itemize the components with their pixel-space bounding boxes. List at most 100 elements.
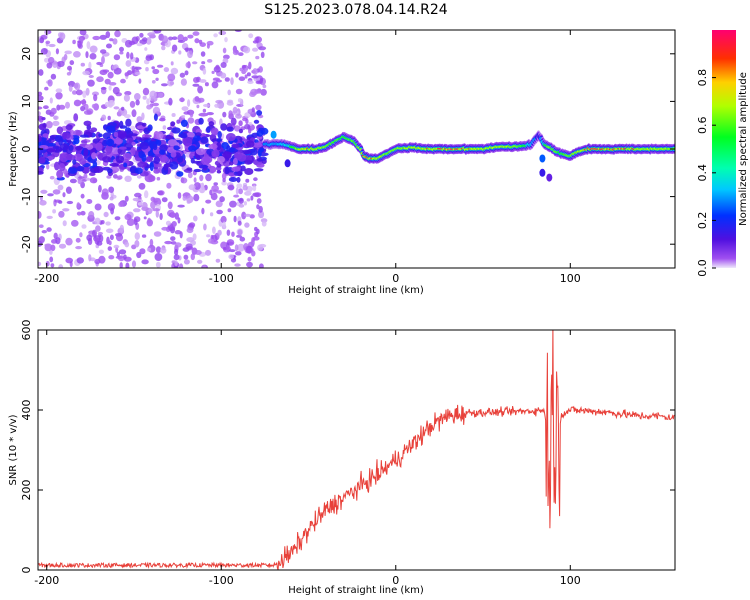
noise-blob — [126, 218, 135, 227]
noise-blob — [247, 80, 254, 85]
noise-blob — [117, 175, 123, 180]
noise-blob — [161, 45, 166, 51]
noise-blob — [214, 103, 220, 108]
noise-blob — [246, 261, 253, 268]
spectrogram-xtick-label: -100 — [209, 272, 234, 285]
core-blob — [125, 118, 132, 127]
noise-blob — [50, 107, 57, 115]
noise-blob — [192, 31, 200, 36]
noise-blob — [86, 41, 91, 50]
noise-blob — [55, 237, 61, 245]
noise-blob — [101, 114, 107, 121]
noise-blob — [232, 106, 238, 114]
core-blob — [105, 144, 113, 154]
noise-blob — [123, 256, 132, 262]
noise-blob — [130, 52, 134, 60]
noise-blob — [224, 37, 228, 43]
core-blob — [65, 124, 73, 131]
noise-blob — [38, 95, 44, 101]
noise-blob — [187, 117, 195, 124]
spectrogram-ytick-label: 20 — [20, 47, 33, 61]
core-blob — [43, 152, 48, 159]
noise-blob — [174, 260, 178, 267]
core-blob — [153, 143, 158, 151]
noise-blob — [93, 94, 98, 102]
noise-blob — [136, 116, 143, 123]
noise-blob — [50, 73, 57, 80]
core-blob — [191, 151, 195, 155]
noise-blob — [44, 57, 50, 63]
core-blob — [83, 148, 89, 156]
noise-blob — [49, 175, 55, 180]
noise-blob — [80, 62, 86, 67]
noise-blob — [186, 227, 194, 234]
noise-blob — [62, 192, 66, 198]
noise-blob — [222, 247, 227, 251]
snr-ytick-label: 400 — [20, 400, 33, 421]
noise-blob — [244, 123, 251, 130]
noise-blob — [86, 199, 93, 204]
core-blob — [207, 165, 217, 174]
core-blob — [54, 161, 60, 171]
noise-blob — [100, 86, 107, 90]
core-blob — [186, 132, 195, 138]
noise-blob — [89, 45, 98, 53]
noise-blob — [118, 249, 127, 255]
noise-blob — [86, 234, 93, 242]
noise-blob — [134, 93, 141, 101]
noise-blob — [75, 246, 82, 250]
noise-blob — [54, 199, 62, 203]
noise-blob — [202, 68, 207, 75]
noise-blob — [44, 243, 52, 247]
core-blob — [238, 128, 243, 134]
core-blob — [206, 126, 211, 133]
noise-blob — [174, 248, 179, 256]
noise-blob — [173, 254, 180, 261]
noise-blob — [244, 74, 248, 79]
noise-blob — [248, 33, 254, 39]
noise-blob — [136, 251, 142, 259]
noise-blob — [134, 66, 142, 70]
noise-blob — [119, 46, 124, 52]
noise-blob — [187, 34, 194, 39]
noise-blob — [109, 234, 114, 241]
noise-blob — [233, 215, 237, 223]
core-blob — [95, 142, 103, 151]
noise-blob — [106, 43, 112, 49]
spectrogram-ytick-label: 10 — [20, 94, 33, 108]
noise-blob — [235, 251, 242, 256]
noise-blob — [219, 196, 225, 203]
noise-blob — [105, 221, 111, 226]
core-blob — [46, 148, 56, 153]
core-blob — [153, 156, 161, 165]
colorbar-label: Normalized spectral amplitude — [738, 72, 749, 226]
noise-blob — [46, 62, 53, 69]
noise-blob — [242, 185, 248, 191]
noise-blob — [108, 240, 112, 246]
noise-blob — [79, 232, 83, 238]
core-blob — [134, 167, 143, 174]
noise-blob — [233, 125, 241, 132]
core-blob — [88, 172, 96, 176]
noise-blob — [228, 249, 236, 253]
noise-blob — [147, 217, 152, 224]
noise-blob — [182, 195, 187, 201]
noise-blob — [260, 51, 265, 58]
noise-blob — [156, 176, 161, 181]
noise-blob — [221, 181, 227, 186]
noise-blob — [179, 263, 184, 268]
core-blob — [167, 139, 177, 147]
core-blob — [137, 161, 148, 168]
noise-blob — [152, 102, 160, 107]
noise-blob — [107, 115, 111, 121]
noise-blob — [59, 32, 66, 41]
noise-blob — [80, 210, 86, 216]
noise-blob — [126, 51, 130, 59]
noise-blob — [107, 203, 115, 211]
noise-blob — [211, 185, 220, 192]
noise-blob — [48, 43, 56, 48]
noise-blob — [143, 216, 147, 220]
noise-blob — [252, 185, 257, 192]
noise-blob — [113, 67, 122, 75]
noise-blob — [115, 233, 124, 242]
